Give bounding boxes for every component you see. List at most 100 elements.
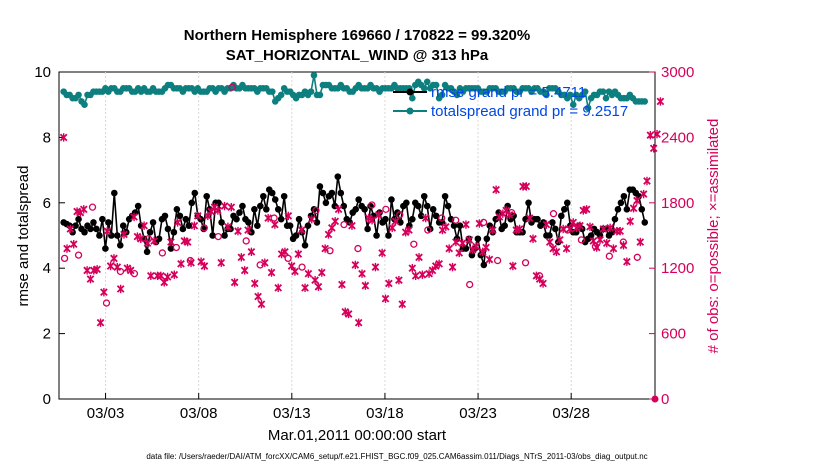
legend-rmse-marker <box>406 88 414 96</box>
point-obs-assimilated <box>334 205 343 214</box>
point-obs-assimilated <box>405 225 413 235</box>
point-rmse <box>534 215 541 223</box>
point-rmse <box>81 228 88 236</box>
point-obs-assimilated <box>522 182 531 191</box>
y-tick-right-label: 3000 <box>661 64 694 81</box>
point-obs-possible <box>102 299 111 307</box>
point-obs-assimilated <box>79 205 88 214</box>
point-obs-assimilated <box>274 283 283 293</box>
point-rmse <box>492 215 500 223</box>
y-axis-label-right: # of obs: o=possible; ×=assimilated <box>705 119 722 354</box>
point-obs-assimilated <box>240 266 249 275</box>
y-tick-left-label: 8 <box>43 129 51 146</box>
point-obs-assimilated <box>237 253 246 262</box>
point-obs-possible <box>144 235 153 243</box>
point-obs-assimilated <box>609 244 618 253</box>
point-totalspread <box>543 91 550 99</box>
point-obs-possible <box>116 267 125 276</box>
point-rmse <box>420 192 428 200</box>
point-obs-assimilated <box>227 202 236 212</box>
point-obs-assimilated <box>224 222 232 231</box>
point-obs-possible <box>130 269 139 278</box>
point-rmse <box>185 222 193 229</box>
point-obs-possible <box>619 238 627 246</box>
point-obs-assimilated <box>254 292 262 301</box>
point-rmse <box>203 192 210 200</box>
point-obs-possible <box>298 263 306 271</box>
legend-spread-marker <box>406 107 414 115</box>
point-obs-assimilated <box>371 262 380 272</box>
point-rmse <box>546 232 553 239</box>
point-obs-assimilated <box>167 237 175 247</box>
point-rmse <box>143 248 151 256</box>
point-obs-assimilated <box>126 266 135 275</box>
point-obs-assimilated <box>582 205 591 214</box>
point-obs-assimilated <box>492 185 500 194</box>
point-totalspread <box>316 91 324 99</box>
point-rmse <box>245 219 252 226</box>
point-obs-assimilated <box>324 230 333 239</box>
point-totalspread <box>581 88 589 95</box>
point-obs-assimilated <box>170 270 179 279</box>
point-obs-assimilated <box>140 221 148 230</box>
point-obs-assimilated <box>281 247 289 257</box>
point-rmse <box>456 222 464 229</box>
point-rmse <box>236 209 243 216</box>
point-rmse <box>373 232 380 239</box>
point-obs-assimilated <box>93 265 102 274</box>
point-rmse <box>179 225 187 233</box>
point-obs-assimilated <box>539 279 547 288</box>
point-rmse <box>218 219 225 226</box>
point-obs-assimilated <box>311 275 319 285</box>
axis-ticks: 0 2 4 6 8 10 0 600 1200 1800 2400 3000 03/03 03/08 03/… <box>34 64 694 422</box>
point-obs-assimilated <box>63 244 71 253</box>
point-obs-possible <box>479 218 488 227</box>
x-tick-label: 03/03 <box>87 405 125 422</box>
point-obs-assimilated <box>314 282 323 291</box>
point-obs-assimilated <box>136 234 145 243</box>
point-rmse <box>414 202 422 210</box>
point-obs-assimilated <box>217 258 226 267</box>
point-obs-assimilated <box>163 272 172 282</box>
point-rmse <box>337 189 345 197</box>
point-rmse <box>93 225 100 233</box>
point-obs-assimilated <box>435 259 443 269</box>
point-rmse <box>209 232 216 239</box>
point-rmse <box>549 219 556 226</box>
point-obs-assimilated <box>599 224 608 234</box>
y-tick-right-label: 1200 <box>661 260 694 277</box>
point-rmse <box>119 222 127 229</box>
point-obs-possible <box>284 254 292 263</box>
point-obs-assimilated <box>244 225 252 235</box>
point-rmse <box>552 225 559 233</box>
legend: rmse grand pr = 5.4711 totalspread grand… <box>393 84 628 120</box>
point-obs-assimilated <box>529 234 537 243</box>
point-rmse <box>322 199 330 207</box>
point-obs-assimilated <box>626 217 635 226</box>
point-rmse <box>254 222 261 229</box>
point-obs-assimilated <box>183 237 192 247</box>
x-tick-label: 03/13 <box>273 405 311 422</box>
point-rmse <box>292 232 300 239</box>
point-obs-possible <box>270 214 278 222</box>
legend-rmse-label: rmse grand pr = 5.4711 <box>431 84 586 101</box>
point-rmse <box>486 222 494 229</box>
point-obs-possible <box>591 242 600 251</box>
point-obs-assimilated <box>331 217 340 226</box>
point-rmse <box>90 219 97 226</box>
point-obs-assimilated <box>633 196 641 205</box>
point-rmse <box>361 206 368 213</box>
point-rmse <box>340 202 348 210</box>
point-obs-assimilated <box>418 270 427 279</box>
legend-spread-label: totalspread grand pr = 9.2517 <box>431 103 628 120</box>
point-obs-assimilated <box>177 259 185 269</box>
point-obs-possible <box>549 210 558 218</box>
point-rmse <box>105 219 112 226</box>
point-rmse <box>164 225 172 233</box>
point-rmse <box>72 222 79 229</box>
point-obs-assimilated <box>525 213 534 223</box>
x-tick-label: 03/18 <box>366 405 404 422</box>
point-obs-assimilated <box>250 279 259 288</box>
point-obs-possible <box>577 236 586 244</box>
point-obs-assimilated <box>411 271 420 281</box>
